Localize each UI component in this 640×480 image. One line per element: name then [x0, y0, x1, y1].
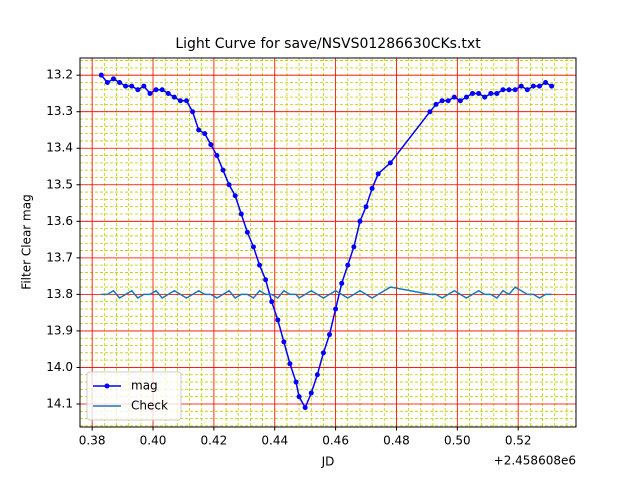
data-point	[202, 131, 208, 137]
data-point	[238, 211, 244, 217]
x-tick-label: 0.48	[383, 434, 410, 448]
data-point	[196, 127, 202, 133]
data-point	[159, 87, 165, 93]
data-point	[293, 379, 299, 385]
data-point	[512, 87, 518, 93]
data-point	[536, 83, 542, 89]
data-point	[451, 94, 457, 100]
data-point	[177, 98, 183, 104]
y-tick-label: 13.9	[46, 323, 73, 337]
data-point	[494, 90, 500, 96]
series-line	[101, 286, 552, 300]
x-axis-label: JD	[321, 455, 335, 469]
data-point	[524, 87, 530, 93]
y-tick-label: 13.4	[46, 141, 73, 155]
y-tick-label: 13.3	[46, 104, 73, 118]
data-point	[314, 372, 320, 378]
data-point	[263, 277, 269, 283]
data-point	[153, 87, 159, 93]
data-point	[500, 87, 506, 93]
y-tick-label: 14.0	[46, 360, 73, 374]
data-point	[123, 83, 129, 89]
data-point	[357, 218, 363, 224]
data-point	[345, 262, 351, 268]
data-point	[232, 193, 238, 199]
data-point	[427, 109, 433, 115]
y-tick-label: 13.5	[46, 177, 73, 191]
data-point	[457, 98, 463, 104]
legend-label: mag	[131, 379, 158, 393]
x-tick-label: 0.40	[140, 434, 167, 448]
data-point	[506, 87, 512, 93]
plot-frame	[79, 57, 577, 428]
legend-box	[86, 371, 182, 421]
data-point	[257, 262, 263, 268]
x-tick-label: 0.44	[261, 434, 288, 448]
y-axis-label: Filter Clear mag	[20, 194, 34, 289]
data-point	[104, 79, 110, 85]
data-point	[281, 339, 287, 345]
data-point	[482, 94, 488, 100]
data-point	[244, 229, 250, 235]
data-point	[135, 87, 141, 93]
data-point	[302, 405, 308, 411]
x-tick-label: 0.50	[444, 434, 471, 448]
data-point	[220, 167, 226, 173]
data-point	[165, 90, 171, 96]
data-point	[518, 83, 524, 89]
data-point	[208, 142, 214, 148]
data-point	[141, 83, 147, 89]
data-point	[308, 390, 314, 396]
data-point	[275, 317, 281, 323]
data-point	[129, 83, 135, 89]
data-point	[117, 79, 123, 85]
data-point	[296, 394, 302, 400]
data-point	[320, 350, 326, 356]
data-point	[530, 83, 536, 89]
x-tick-label: 0.52	[505, 434, 532, 448]
data-point	[184, 98, 190, 104]
y-tick-label: 13.8	[46, 287, 73, 301]
legend-label: Check	[131, 399, 168, 413]
data-point	[250, 244, 256, 250]
data-point	[147, 90, 153, 96]
data-point	[287, 361, 293, 367]
data-point	[226, 182, 232, 188]
x-tick-label: 0.38	[79, 434, 106, 448]
data-point	[463, 94, 469, 100]
y-tick-label: 13.2	[46, 68, 73, 82]
legend-marker	[104, 383, 110, 389]
y-tick-label: 13.6	[46, 214, 73, 228]
data-point	[351, 244, 357, 250]
x-tick-label: 0.46	[322, 434, 349, 448]
data-point	[433, 101, 439, 107]
data-point	[269, 299, 275, 305]
data-point	[214, 153, 220, 159]
data-point	[439, 98, 445, 104]
data-point	[543, 79, 549, 85]
data-point	[171, 94, 177, 100]
data-point	[98, 72, 104, 78]
data-point	[445, 98, 451, 104]
chart-title: Light Curve for save/NSVS01286630CKs.txt	[175, 36, 481, 52]
data-point	[190, 109, 196, 115]
data-point	[387, 160, 393, 166]
data-point	[549, 83, 555, 89]
data-point	[470, 90, 476, 96]
data-point	[333, 306, 339, 312]
data-point	[488, 90, 494, 96]
data-point	[375, 171, 381, 177]
data-point	[476, 90, 482, 96]
data-point	[110, 76, 116, 82]
data-point	[327, 332, 333, 338]
y-tick-label: 14.1	[46, 396, 73, 410]
data-point	[339, 280, 345, 286]
x-tick-label: 0.42	[201, 434, 228, 448]
y-tick-label: 13.7	[46, 250, 73, 264]
x-offset-label: +2.458608e6	[494, 454, 576, 468]
data-point	[363, 204, 369, 210]
data-point	[369, 185, 375, 191]
